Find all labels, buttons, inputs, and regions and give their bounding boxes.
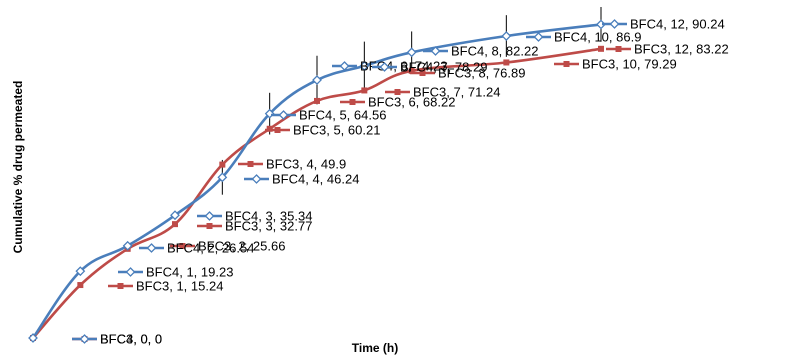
data-label-text: BFC4, 4, 46.24 <box>272 172 359 187</box>
data-point <box>406 47 417 58</box>
data-label-text: BFC3, 1, 15.24 <box>136 279 223 294</box>
data-label-text: BFC4, 6, 74.23 <box>360 59 447 74</box>
data-point <box>217 172 228 183</box>
data-label: BFC4, 3, 35.34 <box>197 209 312 224</box>
data-label: BFC3, 10, 79.29 <box>554 57 677 72</box>
data-point <box>122 240 133 251</box>
data-point <box>75 266 86 277</box>
data-label-text: BFC3, 7, 71.24 <box>413 85 500 100</box>
data-point <box>170 210 180 221</box>
data-label-text: BFC4, 7, 78.29 <box>400 60 487 75</box>
data-label-text: BFC3, 8, 76.89 <box>438 66 525 81</box>
data-point <box>503 59 510 66</box>
data-label-text: BFC3, 0, 0 <box>100 332 162 347</box>
data-point <box>264 108 275 119</box>
data-label-text: BFC4, 8, 82.22 <box>451 44 538 59</box>
data-point <box>408 67 415 74</box>
data-label: BFC4, 10, 86.9 <box>526 30 641 45</box>
data-label: BFC4, 6, 74.23 <box>332 59 447 74</box>
data-label: BFC4, 4, 46.24 <box>244 172 359 187</box>
data-point <box>361 87 368 94</box>
data-label-text: BFC3, 3, 32.77 <box>225 219 312 234</box>
data-label-text: BFC4, 2, 26.54 <box>167 241 254 256</box>
series-markers <box>28 19 606 343</box>
data-label: BFC3, 4, 49.9 <box>238 157 346 172</box>
data-label-text: BFC4, 0, 0 <box>100 332 162 347</box>
data-label-text: BFC4, 12, 90.24 <box>630 17 725 32</box>
data-point <box>598 45 604 52</box>
data-label: BFC3, 2, 25.66 <box>170 239 285 254</box>
data-label-text: BFC4, 5, 64.56 <box>299 108 386 123</box>
data-label-text: BFC3, 2, 25.66 <box>198 239 285 254</box>
data-label: BFC4, 0, 0 <box>72 332 162 347</box>
data-point <box>312 75 322 85</box>
data-point <box>219 161 226 168</box>
data-label-text: BFC4, 1, 19.23 <box>146 265 233 280</box>
data-label: BFC3, 1, 15.24 <box>108 279 223 294</box>
data-point <box>501 31 512 41</box>
data-point <box>77 282 84 289</box>
data-label: BFC3, 8, 76.89 <box>410 66 525 81</box>
data-label-text: BFC3, 6, 68.22 <box>368 95 455 110</box>
data-label: BFC4, 2, 26.54 <box>139 241 254 256</box>
data-label: BFC3, 5, 60.21 <box>265 123 380 138</box>
data-label: BFC4, 5, 64.56 <box>271 108 386 123</box>
data-label-text: BFC3, 5, 60.21 <box>293 123 380 138</box>
data-point <box>314 97 320 104</box>
data-label-text: BFC3, 10, 79.29 <box>582 57 677 72</box>
data-label: BFC4, 7, 78.29 <box>372 60 487 75</box>
data-point <box>172 221 178 228</box>
data-point <box>359 61 370 71</box>
x-axis-label: Time (h) <box>352 341 398 355</box>
data-label-text: BFC4, 10, 86.9 <box>554 30 641 45</box>
data-label: BFC3, 3, 32.77 <box>197 219 312 234</box>
data-label-text: BFC3, 12, 83.22 <box>634 42 729 57</box>
data-point <box>28 333 38 343</box>
data-label: BFC3, 6, 68.22 <box>340 95 455 110</box>
data-label: BFC4, 12, 90.24 <box>602 17 725 32</box>
y-axis-label: Cumulative % drug permeated <box>11 81 25 254</box>
data-label: BFC3, 7, 71.24 <box>385 85 500 100</box>
data-label: BFC4, 8, 82.22 <box>423 44 538 59</box>
data-label: BFC3, 12, 83.22 <box>606 42 729 57</box>
data-label: BFC4, 1, 19.23 <box>118 265 233 280</box>
data-label-text: BFC3, 4, 49.9 <box>266 157 346 172</box>
data-label-text: BFC4, 3, 35.34 <box>225 209 312 224</box>
